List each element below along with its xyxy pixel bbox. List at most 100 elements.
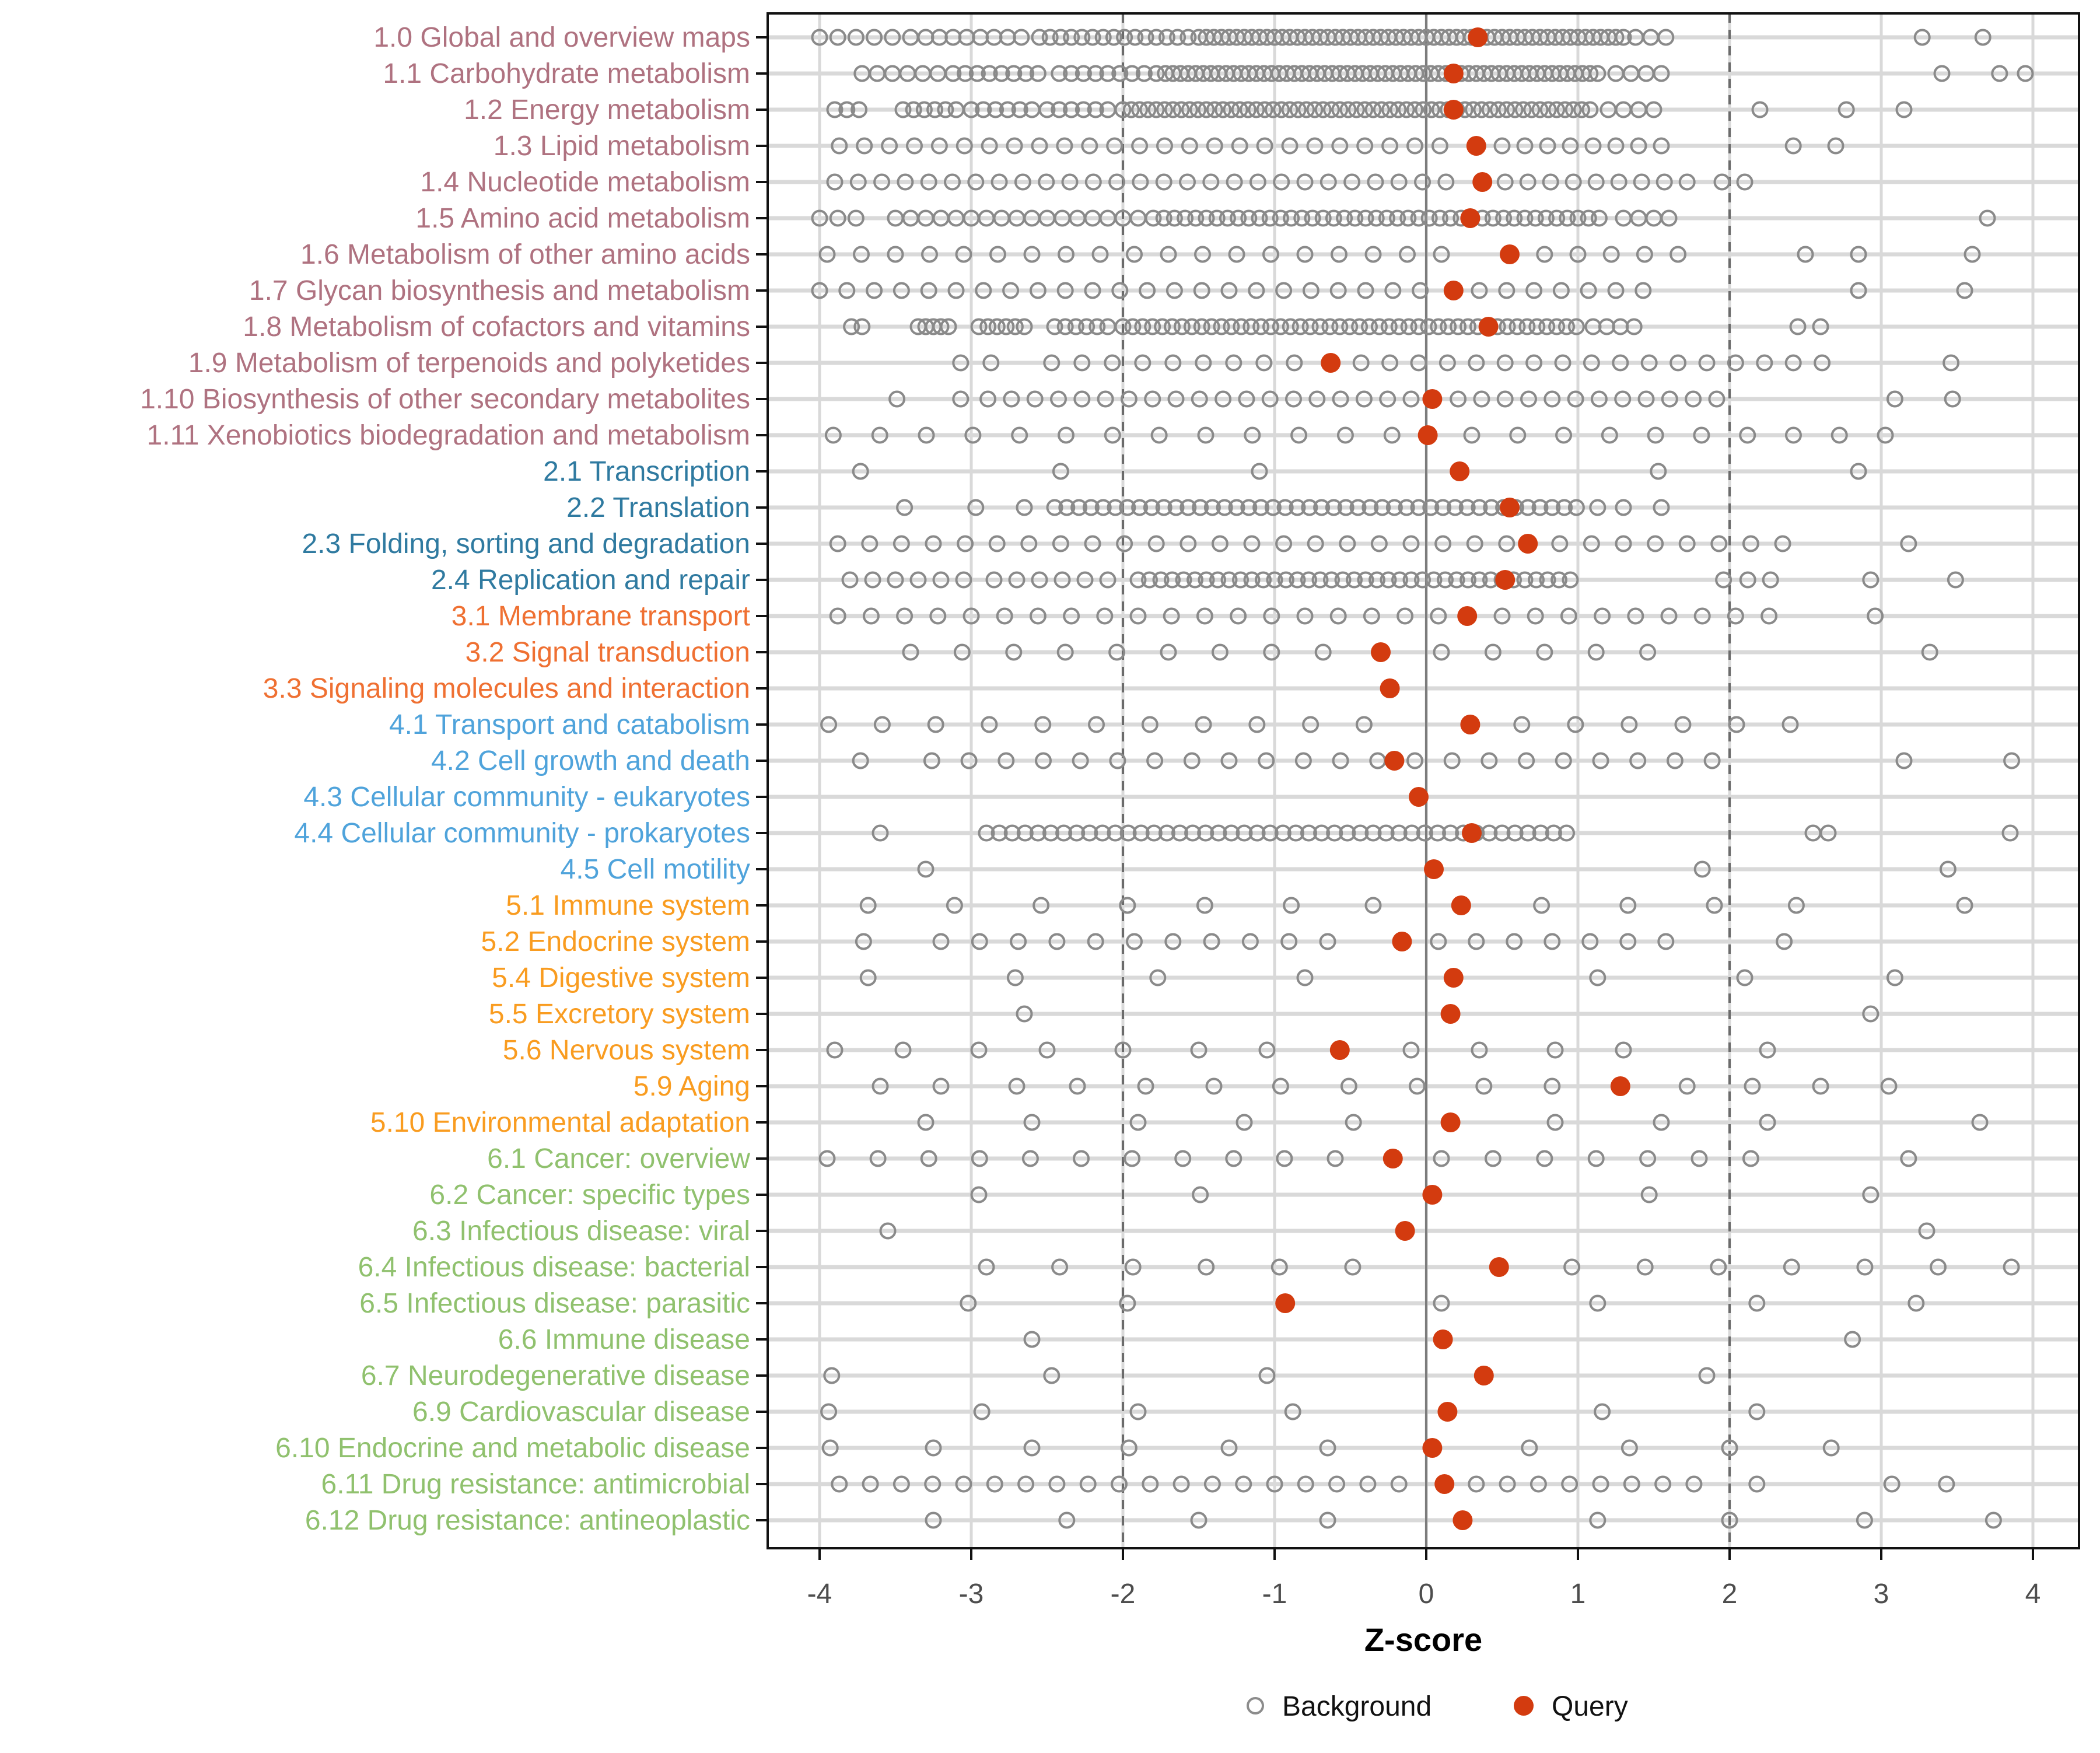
background-point (1031, 29, 1048, 46)
query-point (1452, 1510, 1473, 1530)
background-point (1506, 209, 1523, 227)
background-point (1011, 101, 1028, 118)
background-point (1531, 101, 1549, 118)
background-point (1528, 318, 1546, 335)
background-point (1619, 933, 1637, 950)
background-point (998, 752, 1015, 769)
row-label: 1.11 Xenobiotics biodegradation and meta… (147, 420, 750, 451)
background-point (1473, 390, 1490, 408)
background-point (1921, 643, 1938, 661)
background-point (1056, 318, 1074, 335)
x-tick-label: 2 (1722, 1579, 1738, 1609)
background-point (1542, 173, 1559, 191)
background-point (1640, 354, 1658, 372)
background-point (1042, 824, 1059, 842)
background-point (1106, 137, 1124, 155)
background-point (1087, 65, 1104, 82)
background-point (1331, 101, 1349, 118)
background-point (1052, 463, 1069, 480)
background-point (1567, 390, 1584, 408)
background-point (1434, 499, 1452, 516)
background-point (1087, 101, 1104, 118)
background-point (1278, 571, 1294, 589)
background-point (1374, 499, 1391, 516)
background-point (1698, 354, 1716, 372)
background-point (1516, 209, 1534, 227)
background-point (1430, 607, 1447, 625)
background-point (1527, 209, 1544, 227)
background-point (1236, 824, 1253, 842)
row-label: 5.10 Environmental adaptation (370, 1107, 750, 1138)
background-point (1343, 173, 1361, 191)
background-point (1120, 390, 1138, 408)
background-point (1210, 824, 1227, 842)
background-point (1964, 246, 1981, 263)
background-point (932, 571, 950, 589)
background-point (973, 1403, 991, 1420)
row-label: 1.6 Metabolism of other amino acids (300, 239, 750, 270)
background-point (1206, 137, 1223, 155)
background-point (1094, 29, 1112, 46)
background-point (1166, 209, 1183, 227)
background-point (1363, 607, 1380, 625)
background-point (1748, 1403, 1766, 1420)
background-point (1362, 499, 1379, 516)
background-point (1499, 1475, 1516, 1493)
background-point (1727, 607, 1744, 625)
background-point (1252, 499, 1270, 516)
background-point (1220, 1439, 1238, 1457)
background-point (1627, 607, 1644, 625)
background-point (1196, 607, 1213, 625)
background-point (1198, 209, 1215, 227)
background-point (1056, 282, 1074, 299)
background-point (1592, 752, 1609, 769)
background-point (952, 354, 970, 372)
background-point (1956, 897, 1973, 914)
background-point (1850, 282, 1867, 299)
background-point (1653, 1114, 1670, 1131)
background-point (829, 535, 846, 552)
background-point (1046, 318, 1063, 335)
background-point (1589, 1294, 1606, 1312)
background-point (823, 1367, 841, 1384)
background-point (991, 824, 1008, 842)
background-point (1370, 318, 1388, 335)
background-point (1331, 246, 1348, 263)
background-point (2017, 65, 2034, 82)
background-point (1410, 354, 1427, 372)
background-point (1933, 65, 1951, 82)
background-point (1380, 318, 1398, 335)
background-point (1150, 426, 1168, 444)
background-point (1739, 426, 1756, 444)
background-point (818, 246, 836, 263)
row-label: 3.1 Membrane transport (452, 601, 750, 632)
background-point (964, 426, 982, 444)
query-point (1443, 968, 1464, 988)
background-point (866, 282, 883, 299)
background-point (1402, 390, 1420, 408)
background-point (1029, 607, 1046, 625)
background-point (915, 101, 933, 118)
background-point (1519, 824, 1536, 842)
background-point (1011, 426, 1028, 444)
background-point (1493, 137, 1511, 155)
background-point (1614, 390, 1632, 408)
background-point (1192, 499, 1209, 516)
background-point (1760, 607, 1778, 625)
background-point (1051, 101, 1068, 118)
background-point (1468, 933, 1485, 950)
background-point (1636, 1258, 1654, 1276)
background-point (1406, 752, 1423, 769)
background-point (1384, 282, 1402, 299)
background-point (1561, 1475, 1578, 1493)
background-point (1509, 426, 1527, 444)
background-point (1213, 318, 1230, 335)
background-point (1132, 173, 1149, 191)
background-point (1297, 1475, 1314, 1493)
background-point (1236, 1114, 1253, 1131)
background-point (1208, 209, 1226, 227)
background-point (818, 1150, 836, 1167)
background-point (847, 209, 864, 227)
background-point (1304, 209, 1321, 227)
background-point (1332, 752, 1349, 769)
